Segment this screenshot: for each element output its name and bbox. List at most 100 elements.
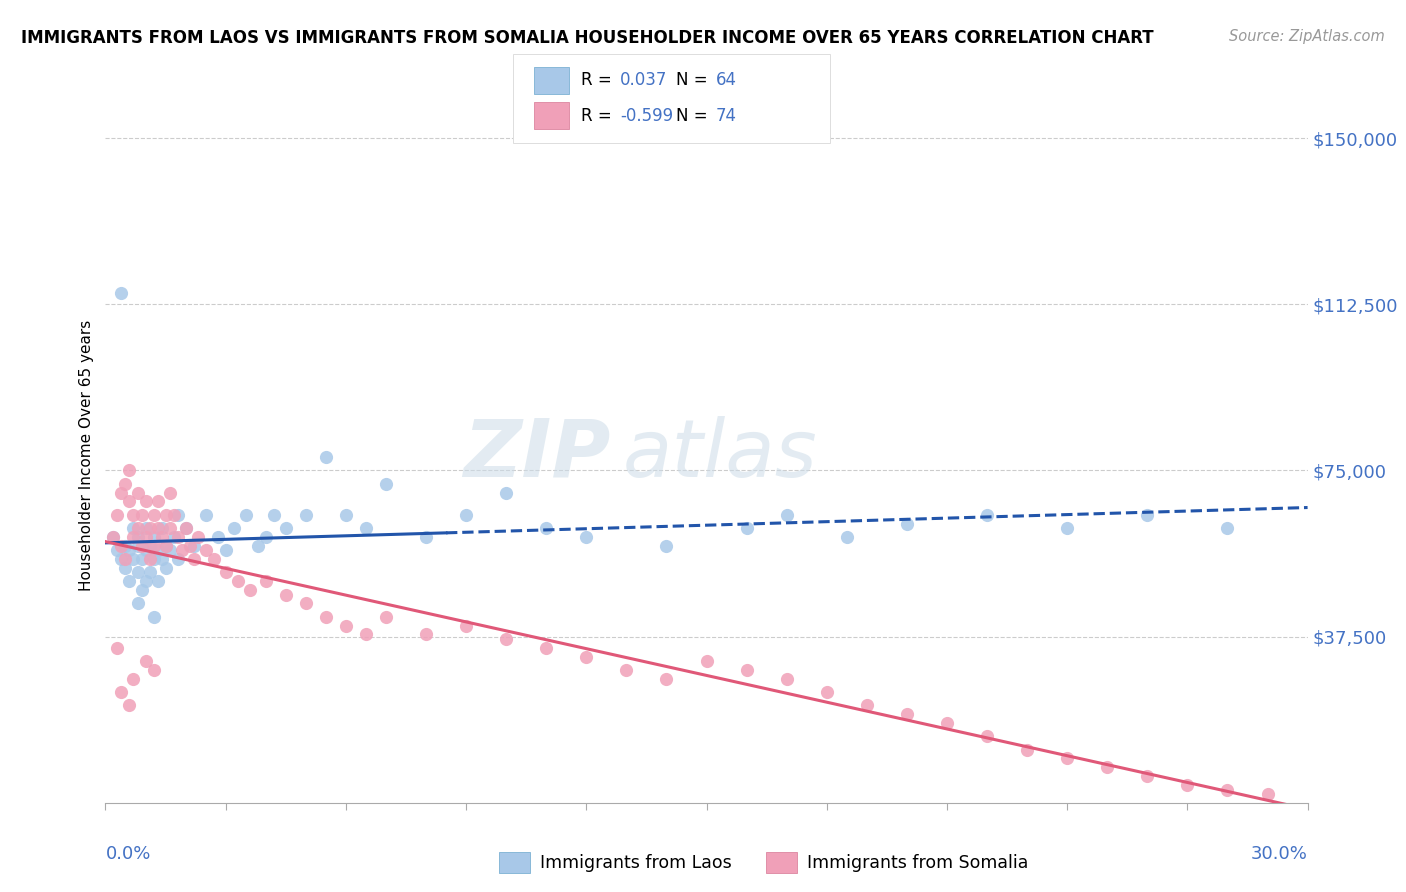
Point: [1216, 521, 1239, 535]
Point: [142, 539, 165, 553]
Point: [135, 494, 157, 508]
Point: [896, 516, 918, 531]
Point: [103, 530, 125, 544]
Point: [295, 508, 318, 522]
Point: [254, 574, 277, 589]
Point: [135, 574, 157, 589]
Point: [976, 508, 998, 522]
Point: [1216, 782, 1239, 797]
Point: [534, 521, 557, 535]
Point: [166, 552, 188, 566]
Point: [335, 508, 357, 522]
Point: [263, 508, 285, 522]
Point: [1136, 769, 1159, 783]
Text: 74: 74: [716, 107, 737, 125]
Point: [454, 618, 477, 632]
Point: [896, 707, 918, 722]
Point: [122, 552, 145, 566]
Point: [142, 663, 165, 677]
Point: [110, 539, 132, 553]
Point: [110, 286, 132, 301]
Point: [114, 561, 136, 575]
Point: [415, 627, 437, 641]
Point: [936, 716, 959, 731]
Point: [159, 543, 181, 558]
Point: [155, 539, 177, 553]
Point: [655, 539, 678, 553]
Point: [274, 587, 297, 601]
Point: [162, 508, 184, 522]
Point: [174, 521, 197, 535]
Point: [214, 566, 236, 580]
Point: [155, 539, 177, 553]
Point: [246, 539, 269, 553]
Point: [110, 485, 132, 500]
Point: [146, 521, 169, 535]
Point: [335, 618, 357, 632]
Point: [131, 539, 153, 553]
Point: [170, 543, 193, 558]
Point: [159, 485, 181, 500]
Point: [374, 609, 398, 624]
Point: [110, 552, 132, 566]
Point: [127, 539, 149, 553]
Point: [735, 521, 758, 535]
Point: [235, 508, 257, 522]
Text: R =: R =: [581, 71, 617, 89]
Point: [118, 574, 141, 589]
Text: 30.0%: 30.0%: [1251, 845, 1308, 863]
Point: [107, 640, 129, 655]
Point: [1056, 751, 1078, 765]
Point: [194, 508, 217, 522]
Point: [122, 521, 145, 535]
Point: [735, 663, 758, 677]
Point: [150, 552, 173, 566]
Point: [127, 530, 149, 544]
Text: N =: N =: [676, 107, 713, 125]
Point: [174, 521, 197, 535]
Text: R =: R =: [581, 107, 617, 125]
Point: [776, 672, 799, 686]
Point: [131, 552, 153, 566]
Point: [131, 508, 153, 522]
Point: [575, 649, 598, 664]
Point: [166, 508, 188, 522]
Point: [222, 521, 245, 535]
Point: [495, 485, 517, 500]
Point: [142, 609, 165, 624]
Point: [138, 566, 160, 580]
Point: [354, 627, 377, 641]
Point: [183, 539, 205, 553]
Point: [118, 543, 141, 558]
Point: [254, 530, 277, 544]
Point: [166, 530, 188, 544]
Point: [454, 508, 477, 522]
Point: [696, 654, 718, 668]
Text: 0.037: 0.037: [620, 71, 668, 89]
Point: [1097, 760, 1119, 774]
Point: [415, 530, 437, 544]
Point: [107, 508, 129, 522]
Point: [1017, 742, 1039, 756]
Point: [103, 530, 125, 544]
Point: [1257, 787, 1279, 801]
Point: [274, 521, 297, 535]
Point: [1136, 508, 1159, 522]
Text: 64: 64: [716, 71, 737, 89]
Point: [114, 476, 136, 491]
Point: [122, 508, 145, 522]
Point: [110, 685, 132, 699]
Point: [194, 543, 217, 558]
Point: [616, 663, 638, 677]
Point: [776, 508, 799, 522]
Point: [135, 530, 157, 544]
Point: [202, 552, 225, 566]
Point: [1056, 521, 1078, 535]
Point: [855, 698, 877, 713]
Point: [226, 574, 249, 589]
Text: N =: N =: [676, 71, 713, 89]
Point: [138, 552, 160, 566]
Point: [114, 539, 136, 553]
Text: 0.0%: 0.0%: [105, 845, 150, 863]
Point: [155, 561, 177, 575]
